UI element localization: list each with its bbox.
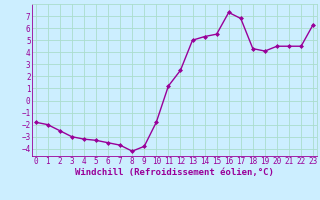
X-axis label: Windchill (Refroidissement éolien,°C): Windchill (Refroidissement éolien,°C) (75, 168, 274, 177)
